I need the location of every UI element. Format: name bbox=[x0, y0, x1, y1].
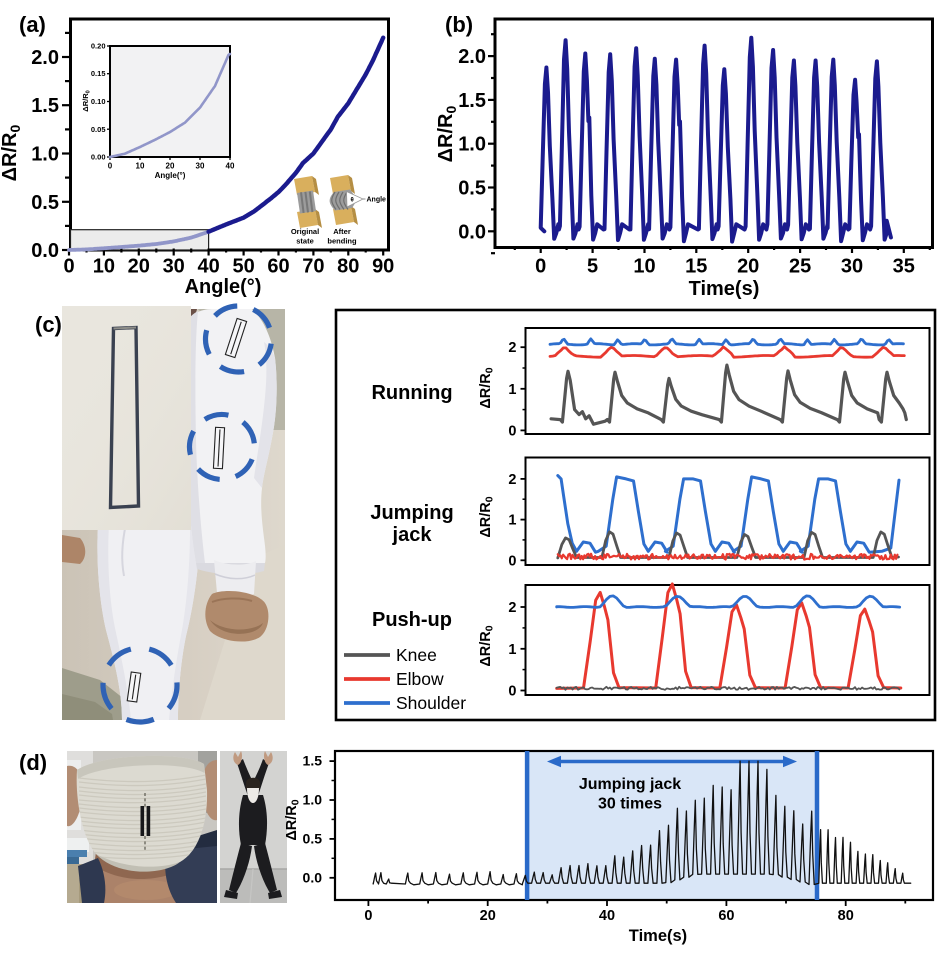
svg-text:ΔR/R0: ΔR/R0 bbox=[81, 90, 92, 111]
svg-text:ΔR/R0: ΔR/R0 bbox=[0, 124, 23, 181]
svg-text:30: 30 bbox=[163, 256, 185, 278]
svg-text:Jumping: Jumping bbox=[370, 502, 453, 524]
svg-text:1.0: 1.0 bbox=[303, 792, 323, 808]
svg-text:40: 40 bbox=[197, 256, 219, 278]
svg-text:Angle: Angle bbox=[367, 197, 387, 204]
svg-text:state: state bbox=[296, 237, 314, 246]
svg-text:1.5: 1.5 bbox=[303, 753, 323, 769]
svg-text:60: 60 bbox=[718, 908, 734, 924]
svg-text:10: 10 bbox=[136, 162, 145, 171]
svg-text:2: 2 bbox=[508, 472, 516, 488]
svg-text:80: 80 bbox=[838, 908, 854, 924]
svg-text:(b): (b) bbox=[445, 12, 473, 37]
svg-text:0.5: 0.5 bbox=[303, 830, 323, 846]
svg-text:20: 20 bbox=[737, 256, 759, 278]
svg-text:0: 0 bbox=[364, 908, 372, 924]
svg-text:0.5: 0.5 bbox=[458, 178, 486, 200]
svg-text:After: After bbox=[333, 227, 351, 236]
svg-text:Elbow: Elbow bbox=[396, 669, 444, 689]
svg-text:0: 0 bbox=[535, 256, 546, 278]
svg-text:Angle(°): Angle(°) bbox=[155, 171, 186, 180]
svg-text:0.0: 0.0 bbox=[303, 869, 323, 885]
svg-text:60: 60 bbox=[267, 256, 289, 278]
svg-text:θ: θ bbox=[351, 198, 354, 204]
svg-text:0.5: 0.5 bbox=[31, 192, 59, 214]
svg-text:20: 20 bbox=[128, 256, 150, 278]
svg-text:2.0: 2.0 bbox=[31, 47, 59, 69]
svg-text:0: 0 bbox=[508, 423, 516, 439]
svg-text:1.5: 1.5 bbox=[458, 90, 486, 112]
svg-text:20: 20 bbox=[480, 908, 496, 924]
svg-text:70: 70 bbox=[302, 256, 324, 278]
svg-text:40: 40 bbox=[599, 908, 615, 924]
svg-text:1.5: 1.5 bbox=[31, 95, 59, 117]
svg-text:80: 80 bbox=[337, 256, 359, 278]
svg-text:Original: Original bbox=[291, 227, 319, 236]
svg-text:bending: bending bbox=[327, 237, 357, 246]
svg-text:25: 25 bbox=[789, 256, 811, 278]
svg-text:ΔR/R0: ΔR/R0 bbox=[478, 367, 496, 408]
svg-text:ΔR/R0: ΔR/R0 bbox=[478, 625, 496, 666]
svg-text:0: 0 bbox=[63, 256, 74, 278]
svg-text:90: 90 bbox=[372, 256, 394, 278]
svg-text:5: 5 bbox=[587, 256, 598, 278]
svg-text:Time(s): Time(s) bbox=[689, 278, 760, 300]
svg-text:0: 0 bbox=[108, 162, 113, 171]
svg-text:1: 1 bbox=[508, 513, 516, 529]
svg-text:Shoulder: Shoulder bbox=[396, 693, 466, 713]
svg-text:2: 2 bbox=[508, 340, 516, 356]
svg-text:(a): (a) bbox=[19, 12, 46, 37]
svg-text:Running: Running bbox=[371, 382, 452, 404]
svg-text:Jumping jack: Jumping jack bbox=[579, 776, 681, 793]
svg-text:jack: jack bbox=[392, 524, 433, 546]
svg-text:30: 30 bbox=[841, 256, 863, 278]
svg-text:(c): (c) bbox=[35, 312, 62, 337]
svg-text:(d): (d) bbox=[19, 750, 47, 775]
svg-text:1: 1 bbox=[508, 642, 516, 658]
svg-text:Time(s): Time(s) bbox=[629, 927, 687, 945]
svg-text:2.0: 2.0 bbox=[458, 46, 486, 68]
svg-text:2: 2 bbox=[508, 600, 516, 616]
svg-text:ΔR/R0: ΔR/R0 bbox=[284, 799, 302, 840]
svg-text:30 times: 30 times bbox=[598, 796, 662, 813]
svg-text:1.0: 1.0 bbox=[458, 134, 486, 156]
svg-text:Angle(°): Angle(°) bbox=[185, 276, 262, 298]
svg-text:Push-up: Push-up bbox=[372, 609, 452, 631]
svg-text:ΔR/R0: ΔR/R0 bbox=[435, 105, 459, 162]
svg-text:10: 10 bbox=[93, 256, 115, 278]
svg-text:0.20: 0.20 bbox=[91, 42, 106, 51]
svg-text:35: 35 bbox=[893, 256, 915, 278]
svg-text:20: 20 bbox=[166, 162, 175, 171]
svg-text:1: 1 bbox=[508, 382, 516, 398]
svg-text:0: 0 bbox=[508, 684, 516, 700]
svg-text:40: 40 bbox=[226, 162, 235, 171]
svg-text:0: 0 bbox=[508, 553, 516, 569]
svg-text:30: 30 bbox=[196, 162, 205, 171]
svg-text:0.15: 0.15 bbox=[91, 69, 106, 78]
svg-text:0.10: 0.10 bbox=[91, 97, 106, 106]
svg-text:0.0: 0.0 bbox=[31, 240, 59, 262]
svg-text:15: 15 bbox=[685, 256, 707, 278]
svg-text:1.0: 1.0 bbox=[31, 144, 59, 166]
svg-text:10: 10 bbox=[633, 256, 655, 278]
svg-text:0.00: 0.00 bbox=[91, 153, 106, 162]
svg-text:0.05: 0.05 bbox=[91, 125, 106, 134]
svg-text:ΔR/R0: ΔR/R0 bbox=[478, 496, 496, 537]
svg-text:0.0: 0.0 bbox=[458, 221, 486, 243]
svg-text:Knee: Knee bbox=[396, 645, 437, 665]
svg-text:50: 50 bbox=[232, 256, 254, 278]
